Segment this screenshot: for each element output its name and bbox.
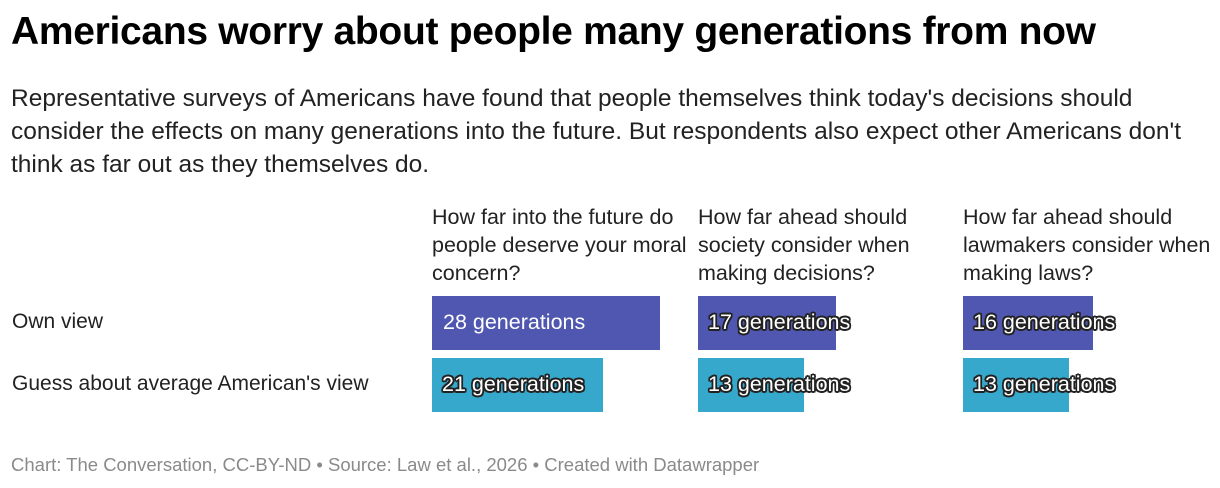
bar-moral-concern-guess-view [432, 358, 603, 412]
panel-heading-society: How far ahead should society consider wh… [698, 205, 910, 285]
bar-lawmakers-guess-view [963, 358, 1069, 412]
bar-society-own-view [698, 296, 836, 350]
chart-footer: Chart: The Conversation, CC-BY-ND • Sour… [11, 454, 760, 475]
bar-moral-concern-own-view [432, 296, 660, 350]
row-label-own-view: Own view [12, 310, 104, 333]
chart-title: Americans worry about people many genera… [11, 10, 1096, 53]
row-label-guess-view: Guess about average American's view [12, 372, 369, 395]
bar-society-guess-view [698, 358, 804, 412]
bar-value-label: 28 generations [443, 310, 586, 334]
bar-value-label: 13 generations [973, 372, 1116, 396]
chart-subtitle: Representative surveys of Americans have… [11, 85, 1182, 178]
panel-heading-moral-concern: How far into the future do people deserv… [432, 205, 687, 285]
bar-value-label: 13 generations [708, 372, 851, 396]
bar-value-label: 16 generations [973, 310, 1116, 334]
bar-value-label: 21 generations [442, 372, 585, 396]
bar-value-label: 17 generations [708, 310, 851, 334]
panel-heading-lawmakers: How far ahead should lawmakers consider … [963, 205, 1211, 285]
bar-lawmakers-own-view [963, 296, 1093, 350]
